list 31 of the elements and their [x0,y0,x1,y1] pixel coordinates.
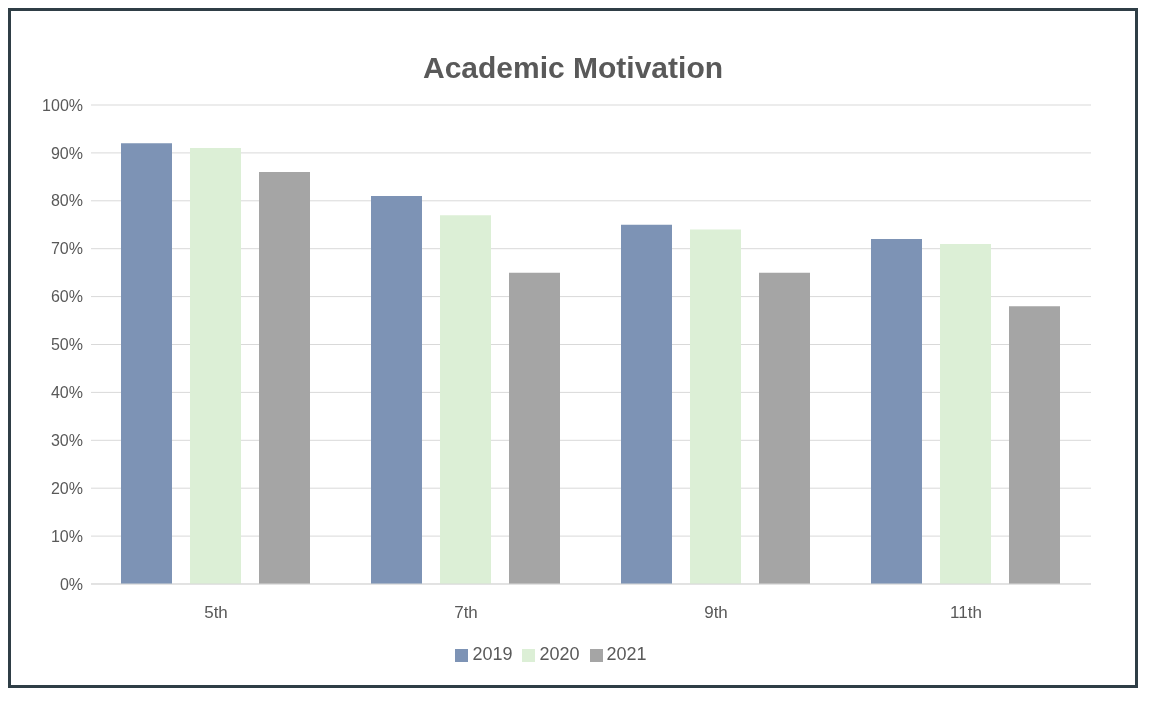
y-tick-label: 100% [42,96,83,114]
legend-label: 2020 [539,644,580,664]
bar [871,239,922,584]
y-tick-label: 50% [50,336,83,354]
bar [121,143,172,584]
bar [509,272,560,584]
y-tick-label: 70% [50,240,83,258]
bar [690,229,741,584]
y-tick-label: 90% [50,144,83,162]
x-tick-label: 7th [454,603,478,623]
chart-title: Academic Motivation [421,50,725,85]
bar [371,196,422,584]
y-tick-label: 10% [50,527,83,545]
x-tick-label: 9th [704,603,728,623]
bar [440,215,491,584]
y-tick-label: 30% [50,431,83,449]
bar [940,243,991,584]
y-tick-label: 60% [50,288,83,306]
bar [259,172,310,584]
y-tick-label: 20% [50,479,83,497]
x-tick-label: 11th [950,603,982,623]
y-tick-label: 0% [59,575,83,593]
x-tick-label: 5th [204,603,228,623]
bar [621,224,672,584]
bar [190,148,241,584]
legend-label: 2019 [472,644,513,664]
bar [1009,306,1060,584]
y-tick-label: 80% [50,192,83,210]
legend-label: 2021 [606,644,647,664]
y-tick-label: 40% [50,384,83,402]
bar [759,272,810,584]
